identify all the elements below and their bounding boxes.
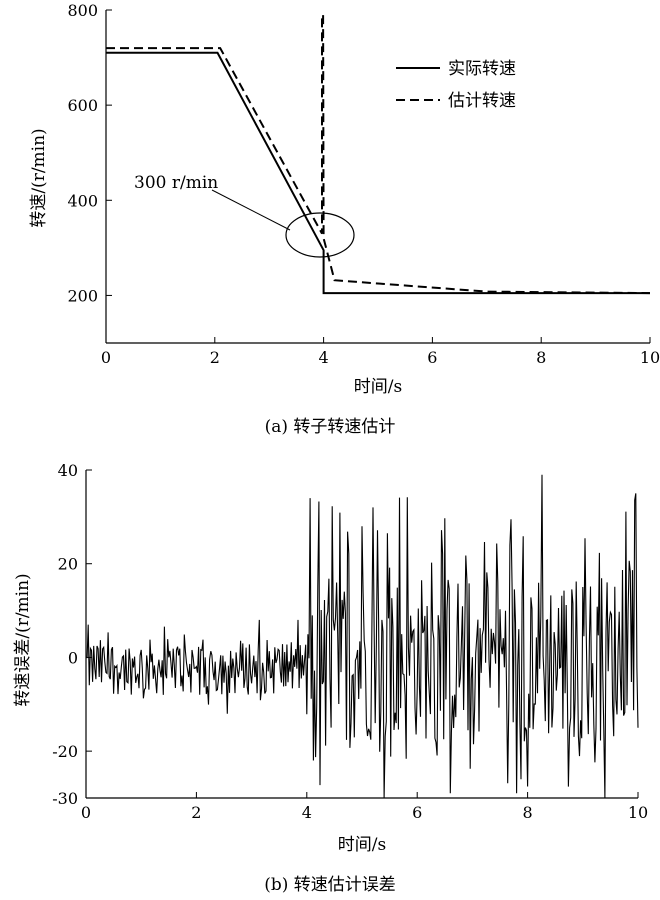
- chart-b-y-tick-label: -30: [52, 789, 78, 808]
- legend-label-estimated: 估计转速: [448, 91, 516, 111]
- chart-a-ylabel: 转速/(r/min): [29, 128, 49, 227]
- chart-a-xlabel: 时间/s: [354, 377, 402, 397]
- chart-b-series: [86, 474, 639, 799]
- annotation-leader-line: [211, 189, 291, 231]
- legend-label-actual: 实际转速: [448, 59, 516, 79]
- chart-b-y-tick-label: 40: [58, 461, 78, 480]
- chart-b-x-tick-label: 2: [191, 803, 201, 822]
- chart-b-ticks: 0 2 4 6 8 10 40 20 0 -20 -30: [52, 461, 648, 822]
- chart-b-x-tick-label: 0: [81, 803, 91, 822]
- chart-a-y-tick-label: 800: [67, 1, 98, 20]
- chart-b-ylabel: 转速误差/(r/min): [13, 573, 33, 706]
- series-speed-error: [86, 474, 639, 799]
- chart-a-x-tick-label: 2: [210, 348, 220, 367]
- chart-a-y-tick-label: 600: [67, 96, 98, 115]
- chart-b-caption: (b) 转速估计误差: [264, 875, 396, 895]
- annotation-ellipse: [285, 212, 355, 258]
- series-estimated-speed: [106, 13, 651, 295]
- chart-a-x-tick-label: 6: [427, 348, 437, 367]
- annotation-text: 300 r/min: [134, 173, 218, 193]
- chart-b-y-tick-label: 0: [68, 648, 78, 667]
- chart-a-x-tick-label: 8: [536, 348, 546, 367]
- chart-a-x-tick-label: 10: [640, 348, 660, 367]
- series-actual-speed: [106, 51, 650, 295]
- chart-b-y-tick-label: 20: [58, 555, 78, 574]
- chart-b-x-tick-label: 10: [628, 803, 648, 822]
- chart-b-y-tick-label: -20: [52, 742, 78, 761]
- chart-a-series: [106, 13, 651, 295]
- chart-a-x-tick-label: 4: [319, 348, 329, 367]
- chart-a-annotation: 300 r/min: [134, 173, 355, 258]
- chart-b-x-tick-label: 8: [523, 803, 533, 822]
- chart-a-caption: (a) 转子转速估计: [265, 417, 396, 437]
- chart-b-xlabel: 时间/s: [338, 835, 386, 855]
- chart-a-y-tick-label: 400: [67, 191, 98, 210]
- chart-a-legend: 实际转速 估计转速: [396, 59, 516, 111]
- chart-a-y-tick-label: 200: [67, 286, 98, 305]
- chart-b: 0 2 4 6 8 10 40 20 0 -20 -30 时间/s 转速误差/(r/min) (b)…: [13, 461, 648, 895]
- chart-b-x-tick-label: 6: [412, 803, 422, 822]
- chart-b-x-tick-label: 4: [302, 803, 312, 822]
- chart-a-ticks: 0 2 4 6 8 10 200 400 600 800: [67, 1, 660, 367]
- chart-a-x-tick-label: 0: [101, 348, 111, 367]
